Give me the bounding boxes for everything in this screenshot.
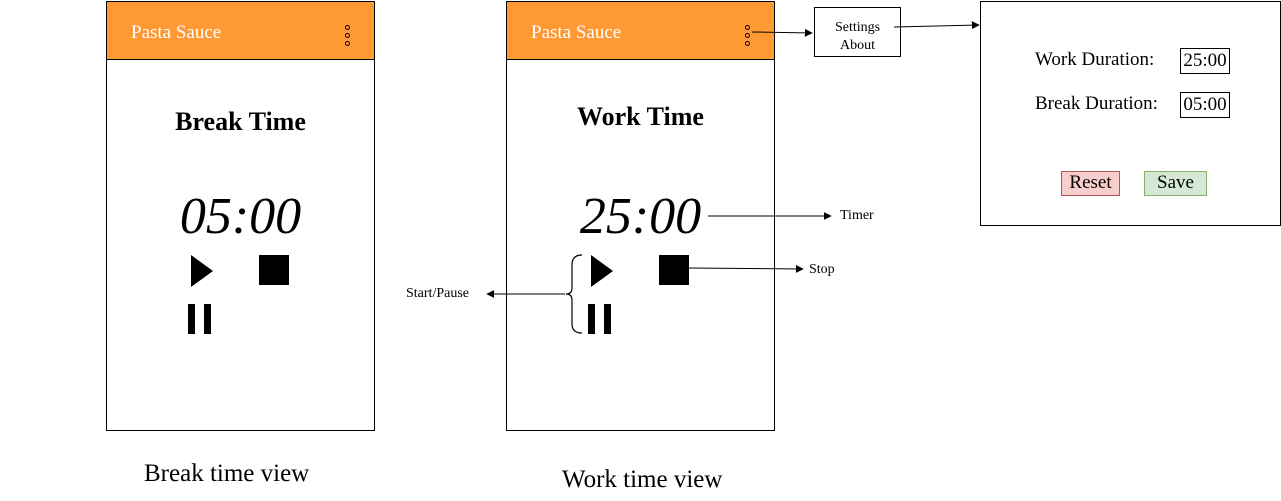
- break-view-caption: Break time view: [144, 460, 310, 487]
- menu-arrow: [751, 28, 813, 37]
- pause-icon[interactable]: [188, 304, 214, 334]
- stop-icon[interactable]: [659, 255, 689, 285]
- save-button[interactable]: Save: [1144, 171, 1207, 196]
- work-heading: Work Time: [577, 102, 704, 131]
- pause-icon[interactable]: [588, 304, 614, 334]
- break-heading: Break Time: [175, 107, 306, 136]
- break-duration-field[interactable]: 05:00: [1180, 92, 1230, 118]
- overflow-menu: Settings About: [814, 7, 901, 57]
- menu-item-settings[interactable]: Settings: [834, 20, 881, 35]
- break-time-screen: Pasta Sauce Break Time 05:00: [106, 1, 375, 431]
- play-icon[interactable]: [191, 255, 215, 287]
- break-duration-label: Break Duration:: [1035, 93, 1158, 114]
- settings-panel: Work Duration: 25:00 Break Duration: 05:…: [980, 1, 1281, 226]
- work-view-caption: Work time view: [562, 466, 723, 493]
- stop-arrow: [688, 264, 804, 273]
- work-app-title: Pasta Sauce: [531, 22, 622, 43]
- play-icon[interactable]: [591, 255, 615, 287]
- work-app-bar: Pasta Sauce: [507, 2, 774, 60]
- stop-icon[interactable]: [259, 255, 289, 285]
- break-app-bar: Pasta Sauce: [107, 2, 374, 60]
- stop-annotation: Stop: [809, 262, 835, 277]
- start-pause-brace-icon: [565, 254, 583, 334]
- kebab-menu-icon[interactable]: [345, 25, 351, 46]
- timer-annotation: Timer: [840, 208, 874, 223]
- work-timer: 25:00: [579, 188, 702, 245]
- menu-item-about[interactable]: About: [840, 38, 875, 53]
- break-timer: 05:00: [179, 188, 302, 245]
- reset-button[interactable]: Reset: [1061, 171, 1120, 196]
- start-pause-annotation: Start/Pause: [406, 286, 469, 301]
- settings-arrow: [893, 21, 980, 30]
- work-duration-label: Work Duration:: [1035, 49, 1155, 70]
- break-app-title: Pasta Sauce: [131, 22, 222, 43]
- kebab-menu-icon[interactable]: [745, 25, 751, 46]
- work-duration-field[interactable]: 25:00: [1180, 48, 1230, 74]
